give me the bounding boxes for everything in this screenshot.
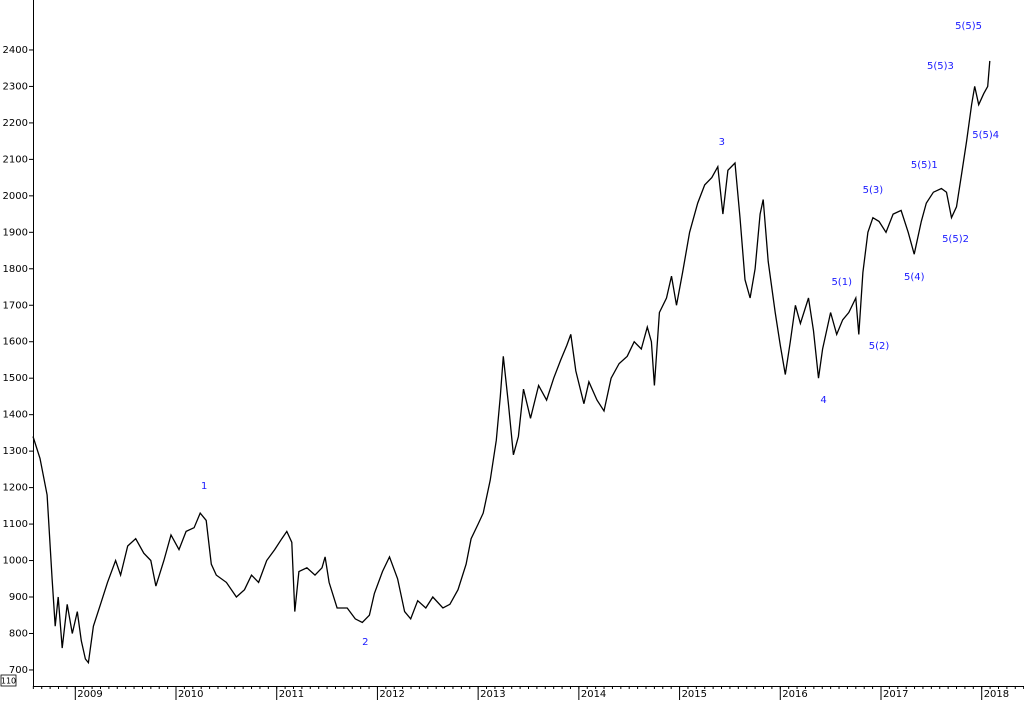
- y-tick-label: 2000: [3, 191, 28, 202]
- y-tick-label: 1400: [3, 410, 28, 421]
- wave-label: 5(5)4: [972, 130, 999, 141]
- x-tick-label: 2012: [379, 689, 404, 700]
- wave-label: 5(2): [869, 341, 890, 352]
- y-tick-label: 1300: [3, 446, 28, 457]
- wave-label: 5(4): [904, 272, 925, 283]
- y-tick-label: 2100: [3, 154, 28, 165]
- y-tick-label: 1900: [3, 227, 28, 238]
- y-tick-label: 2400: [3, 45, 28, 56]
- x-tick-label: 2013: [480, 689, 505, 700]
- x-tick-label: 2018: [984, 689, 1009, 700]
- y-tick-label: 1500: [3, 373, 28, 384]
- price-line: [32, 60, 991, 665]
- y-tick-label: 2200: [3, 118, 28, 129]
- y-tick-label: 1700: [3, 300, 28, 311]
- corner-box: [0, 674, 17, 687]
- corner-label: 110: [1, 677, 16, 686]
- wave-label: 4: [820, 395, 826, 406]
- wave-label: 1: [201, 481, 207, 492]
- wave-label: 5(3): [863, 185, 884, 196]
- wave-label: 5(5)5: [955, 21, 982, 32]
- x-tick-label: 2014: [581, 689, 606, 700]
- y-tick-label: 1000: [3, 556, 28, 567]
- x-tick-label: 2017: [883, 689, 908, 700]
- y-tick-label: 1100: [3, 519, 28, 530]
- y-tick-label: 1600: [3, 337, 28, 348]
- wave-label: 5(1): [831, 277, 852, 288]
- wave-label: 5(5)2: [942, 234, 969, 245]
- x-tick-label: 2011: [279, 689, 304, 700]
- wave-label: 2: [362, 637, 368, 648]
- y-tick-label: 2300: [3, 81, 28, 92]
- y-tick-label: 900: [9, 592, 28, 603]
- wave-label: 3: [719, 137, 725, 148]
- x-tick-label: 2016: [782, 689, 807, 700]
- y-tick-label: 1200: [3, 483, 28, 494]
- x-tick-label: 2010: [178, 689, 203, 700]
- wave-label: 5(5)3: [927, 61, 954, 72]
- x-tick-label: 2015: [682, 689, 707, 700]
- y-tick-label: 800: [9, 628, 28, 639]
- wave-label: 5(5)1: [911, 160, 938, 171]
- x-tick-label: 2009: [77, 689, 102, 700]
- y-tick-label: 700: [9, 665, 28, 676]
- y-tick-label: 1800: [3, 264, 28, 275]
